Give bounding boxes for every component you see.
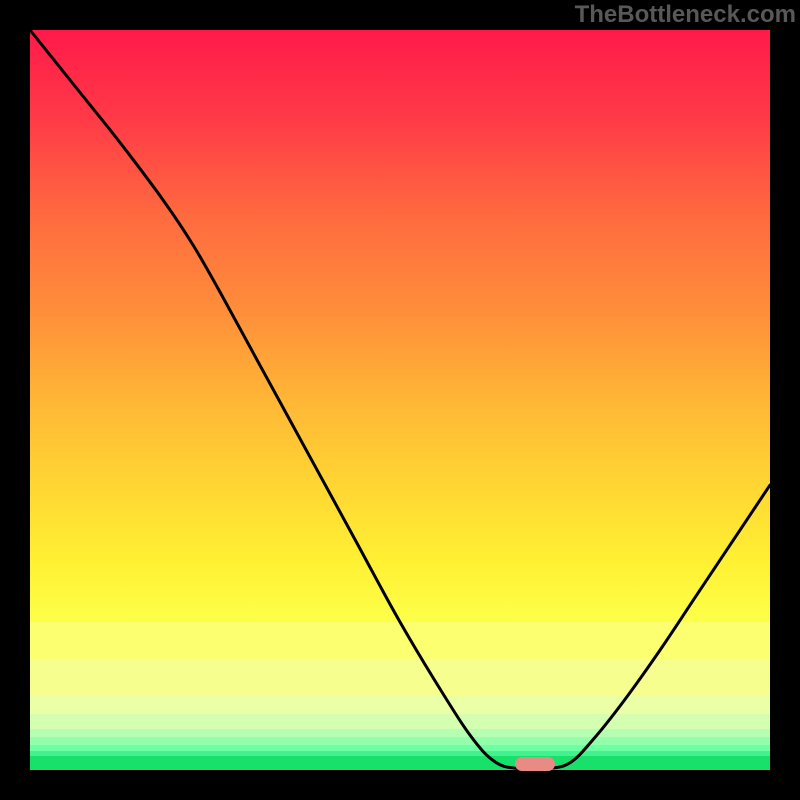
plot-area: [30, 30, 770, 770]
optimal-marker: [515, 757, 555, 771]
chart-container: TheBottleneck.com: [0, 0, 800, 800]
bottleneck-curve: [30, 30, 770, 770]
watermark-text: TheBottleneck.com: [575, 1, 796, 29]
curve-path: [30, 30, 770, 769]
